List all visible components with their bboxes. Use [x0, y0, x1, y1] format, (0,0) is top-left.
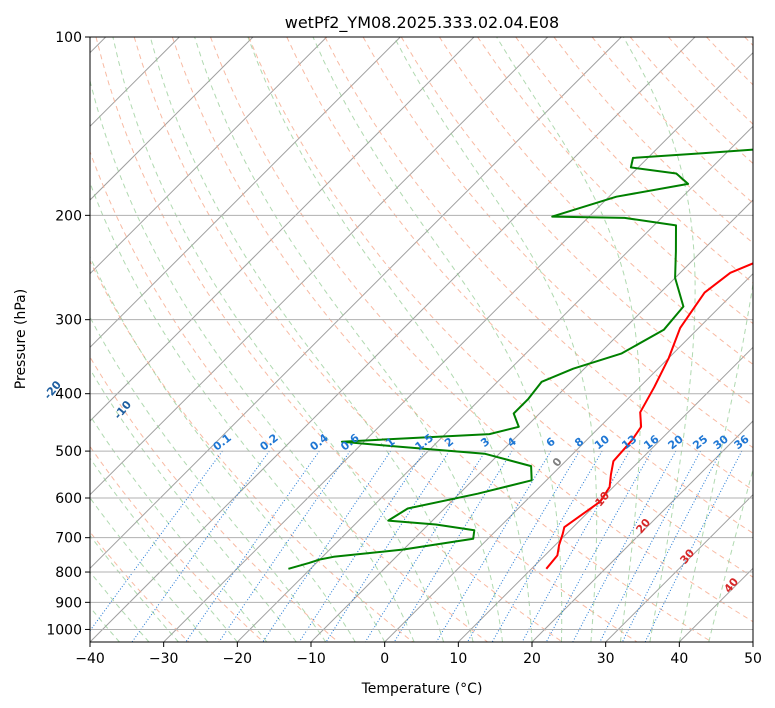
mixing-ratio-line	[435, 450, 552, 642]
moist-adiabat-line	[496, 37, 641, 642]
y-tick-label: 300	[55, 313, 82, 329]
moist-adiabat-line	[90, 255, 356, 642]
moist-adiabat-line	[90, 78, 415, 642]
mixing-ratio-line	[364, 450, 486, 642]
dry-adiabat-line	[324, 37, 753, 491]
x-tick-label: −40	[75, 651, 105, 667]
profile-series	[288, 148, 753, 570]
mixing-ratio-line	[393, 450, 513, 642]
moist-adiabat-line	[312, 37, 563, 642]
x-tick-label: 20	[523, 651, 541, 667]
dry-adiabat-line	[90, 445, 264, 642]
isotherm-line	[90, 37, 401, 349]
isotherm-line	[90, 37, 475, 422]
x-tick-label: 30	[597, 651, 615, 667]
mixing-ratio-line	[262, 450, 392, 642]
y-tick-label: 700	[55, 531, 82, 547]
isotherm-line	[310, 199, 753, 642]
y-axis-label: Pressure (hPa)	[13, 289, 29, 389]
isotherm-line	[163, 51, 753, 642]
y-tick-label: 900	[55, 595, 82, 611]
moist-adiabat-line	[112, 37, 445, 642]
mixing-ratio-line	[90, 450, 223, 632]
temperature-line	[545, 262, 753, 570]
plot-background	[90, 37, 753, 642]
x-tick-label: −30	[149, 651, 179, 667]
isotherm-line	[605, 493, 753, 642]
pressure-grid	[90, 36, 753, 630]
moist-adiabat-line	[90, 457, 238, 642]
y-tick-label: 400	[55, 387, 82, 403]
y-tick-label: 800	[55, 565, 82, 581]
isotherm-line	[752, 641, 753, 642]
plot-frame	[89, 36, 754, 643]
dry-adiabat-line	[248, 37, 753, 578]
background-lines	[90, 37, 753, 642]
moist-adiabat-line	[90, 414, 268, 642]
chart-title: wetPf2_YM08.2025.333.02.04.E08	[285, 13, 559, 33]
dry-adiabat-line	[133, 37, 638, 642]
x-tick-label: 50	[744, 651, 762, 667]
y-tick-label: 100	[55, 30, 82, 46]
moist-adiabat-line	[393, 37, 598, 642]
mixing-ratio-line	[644, 450, 743, 642]
x-tick-label: 40	[670, 651, 688, 667]
y-tick-label: 200	[55, 208, 82, 224]
dry-adiabat-line	[210, 37, 753, 623]
moist-adiabat-line	[90, 534, 179, 642]
x-tick-label: 10	[449, 651, 467, 667]
isotherm-line	[236, 125, 753, 642]
dry-adiabat-line	[95, 37, 563, 642]
isotherm-line	[90, 37, 254, 201]
moist-adiabat-line	[90, 571, 150, 642]
isotherm-line	[384, 272, 753, 642]
y-tick-label: 500	[55, 444, 82, 460]
mixing-ratio-line	[545, 450, 653, 642]
moist-adiabat-line	[90, 368, 297, 642]
y-tick-label: 600	[55, 491, 82, 507]
y-tick-label: 1000	[46, 622, 82, 638]
dry-adiabat-line	[400, 37, 753, 407]
isotherm-line	[90, 37, 696, 642]
isotherm-line	[90, 37, 328, 275]
mixing-ratio-line	[521, 450, 630, 642]
dry-adiabat-line	[171, 37, 712, 642]
isotherm-line	[90, 37, 549, 496]
x-tick-label: −20	[223, 651, 253, 667]
mixing-ratio-line	[185, 450, 320, 642]
mixing-ratio-line	[325, 450, 450, 642]
x-axis: −40 −30 −20 −10 0 10 20 30 40 50	[75, 642, 762, 667]
mixing-ratio-line	[599, 450, 701, 642]
dry-adiabat-line	[362, 37, 753, 449]
dewpoint-line	[288, 148, 753, 570]
x-tick-label: −10	[296, 651, 326, 667]
x-tick-label: 0	[380, 651, 389, 667]
y-axis: 100 200 300 400 500 600 700 800 900 1000	[46, 30, 90, 638]
mixing-ratio-line	[298, 450, 425, 642]
moist-adiabat-line	[90, 181, 386, 642]
dry-adiabat-line	[90, 150, 488, 642]
x-axis-label: Temperature (°C)	[361, 681, 483, 697]
isotherm-line	[90, 37, 622, 570]
moist-adiabat-line	[622, 37, 696, 642]
moist-adiabat-line	[90, 497, 209, 642]
